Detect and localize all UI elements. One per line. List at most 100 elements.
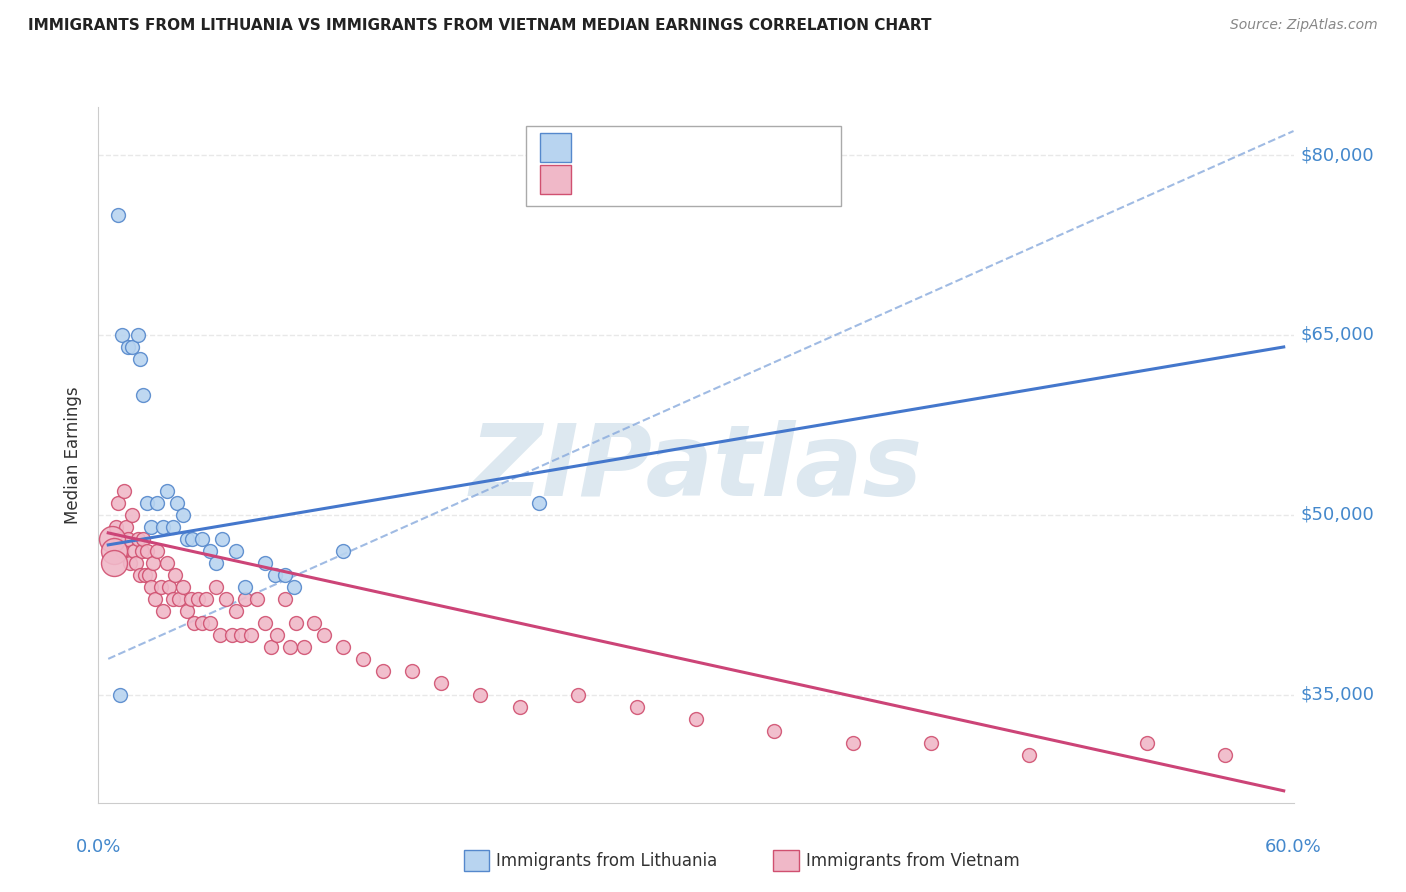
Point — [332, 640, 354, 654]
Point — [127, 328, 149, 343]
Point — [117, 532, 139, 546]
Point — [146, 496, 169, 510]
Point — [198, 615, 221, 630]
Point — [763, 723, 786, 738]
Point — [143, 591, 166, 606]
Point — [401, 664, 423, 678]
Point — [332, 544, 354, 558]
Point — [150, 580, 173, 594]
Point — [292, 640, 315, 654]
Point — [205, 580, 228, 594]
Point — [107, 496, 129, 510]
Point — [111, 328, 134, 343]
Point — [430, 676, 453, 690]
Text: R = -0.464   N = 71: R = -0.464 N = 71 — [582, 170, 745, 188]
Point — [225, 544, 247, 558]
Point — [105, 520, 128, 534]
Point — [138, 567, 160, 582]
Text: 60.0%: 60.0% — [1265, 838, 1322, 856]
Point — [246, 591, 269, 606]
Point — [215, 591, 238, 606]
Point — [205, 556, 228, 570]
Point — [231, 628, 253, 642]
Point — [134, 567, 156, 582]
Point — [352, 652, 374, 666]
Point — [283, 580, 305, 594]
Point — [225, 604, 247, 618]
Text: $35,000: $35,000 — [1301, 686, 1375, 704]
Point — [103, 544, 125, 558]
Point — [235, 580, 257, 594]
Point — [156, 483, 179, 498]
Point — [141, 580, 163, 594]
Point — [211, 532, 233, 546]
Point — [117, 340, 139, 354]
Point — [176, 532, 198, 546]
Point — [162, 591, 184, 606]
Point — [136, 496, 159, 510]
Point — [1135, 736, 1157, 750]
Point — [685, 712, 707, 726]
Point — [124, 556, 146, 570]
Point — [509, 699, 531, 714]
Point — [187, 591, 209, 606]
Point — [841, 736, 863, 750]
Point — [626, 699, 648, 714]
Point — [162, 520, 184, 534]
Point — [132, 532, 155, 546]
Point — [152, 604, 174, 618]
Point — [166, 496, 188, 510]
Point — [111, 544, 134, 558]
Point — [108, 688, 131, 702]
Y-axis label: Median Earnings: Median Earnings — [65, 386, 83, 524]
Point — [172, 580, 194, 594]
Point — [1018, 747, 1040, 762]
Point — [101, 532, 124, 546]
Point — [567, 688, 589, 702]
Point — [529, 496, 551, 510]
Text: Immigrants from Lithuania: Immigrants from Lithuania — [496, 852, 717, 870]
Point — [128, 351, 150, 366]
Text: $65,000: $65,000 — [1301, 326, 1375, 344]
Point — [163, 567, 186, 582]
Point — [141, 520, 163, 534]
Point — [302, 615, 325, 630]
Point — [118, 556, 141, 570]
Point — [136, 544, 159, 558]
Point — [195, 591, 218, 606]
Point — [115, 520, 138, 534]
Text: $80,000: $80,000 — [1301, 146, 1374, 164]
Point — [235, 591, 257, 606]
Point — [285, 615, 308, 630]
Point — [121, 508, 143, 522]
Text: IMMIGRANTS FROM LITHUANIA VS IMMIGRANTS FROM VIETNAM MEDIAN EARNINGS CORRELATION: IMMIGRANTS FROM LITHUANIA VS IMMIGRANTS … — [28, 18, 932, 33]
Point — [273, 567, 295, 582]
Point — [266, 628, 288, 642]
Point — [103, 556, 125, 570]
Point — [107, 208, 129, 222]
Point — [108, 532, 131, 546]
Text: 0.0%: 0.0% — [76, 838, 121, 856]
Point — [179, 591, 201, 606]
Point — [253, 615, 276, 630]
Point — [183, 615, 205, 630]
Point — [371, 664, 394, 678]
Point — [260, 640, 283, 654]
Point — [121, 340, 143, 354]
Point — [131, 544, 153, 558]
Point — [132, 388, 155, 402]
Point — [191, 532, 214, 546]
Point — [172, 508, 194, 522]
Point — [142, 556, 165, 570]
Point — [122, 544, 145, 558]
Point — [221, 628, 243, 642]
Point — [157, 580, 180, 594]
Point — [152, 520, 174, 534]
Text: Source: ZipAtlas.com: Source: ZipAtlas.com — [1230, 18, 1378, 32]
Text: R =   0.182   N = 30: R = 0.182 N = 30 — [582, 138, 749, 156]
Text: ZIPatlas: ZIPatlas — [470, 420, 922, 517]
Point — [470, 688, 492, 702]
Point — [273, 591, 295, 606]
Point — [280, 640, 302, 654]
Point — [127, 532, 149, 546]
